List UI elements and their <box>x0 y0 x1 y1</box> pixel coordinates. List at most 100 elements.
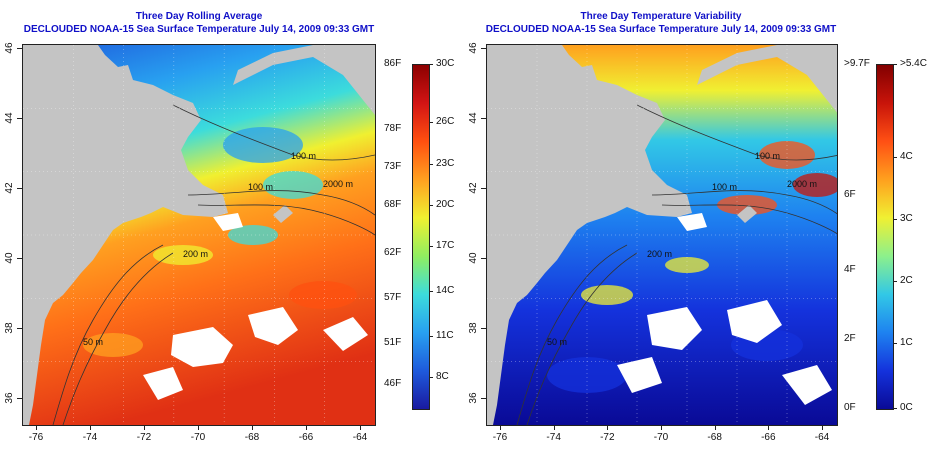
colorbar-c-tickmark <box>893 342 897 344</box>
left-lat-tickmark <box>17 188 22 189</box>
sst-anomaly-patch <box>263 171 323 199</box>
left-lat-tick: 44 <box>4 112 15 124</box>
right-lon-tickmark <box>661 425 662 430</box>
left-lon-tick: -76 <box>28 432 44 443</box>
left-lat-tick: 46 <box>4 42 15 54</box>
sst-variability-map-graphic: 100 m 2000 m 100 m 200 m 50 m <box>487 45 837 425</box>
colorbar-c-label: 8C <box>436 371 449 383</box>
contour-label: 100 m <box>291 151 316 161</box>
right-lon-tickmark <box>768 425 770 430</box>
colorbar-f-label: >9.7F <box>844 58 870 69</box>
contour-label: 2000 m <box>787 179 817 189</box>
colorbar-gradient <box>412 64 430 410</box>
left-lat-tick: 36 <box>4 392 15 404</box>
colorbar-gradient <box>876 64 894 410</box>
colorbar-c-label: 17C <box>436 240 455 252</box>
right-lat-tickmark <box>481 48 486 49</box>
right-lon-tickmark <box>822 425 823 430</box>
right-lon-tick: -76 <box>492 432 508 443</box>
left-lon-tickmark <box>306 425 307 430</box>
sst-anomaly-patch <box>547 357 627 393</box>
cloud-mask-area <box>248 307 298 345</box>
right-title-line2: DECLOUDED NOAA-15 Sea Surface Temperatur… <box>485 24 837 35</box>
cloud-mask-area <box>647 307 702 350</box>
right-lat-tick: 38 <box>468 322 479 334</box>
bathymetry-contour <box>62 252 174 425</box>
right-lon-tick: -66 <box>761 432 776 443</box>
bathymetry-contour <box>651 190 837 215</box>
colorbar-f-label: 86F <box>384 58 402 69</box>
contour-label: 100 m <box>712 182 737 192</box>
colorbar-c-tickmark <box>893 408 897 409</box>
left-lon-tick: -68 <box>244 432 260 443</box>
sst-variability-map[interactable]: 100 m 2000 m 100 m 200 m 50 m <box>486 44 838 426</box>
sst-average-map[interactable]: 100 m 2000 m 100 m 200 m 50 m <box>22 44 376 426</box>
left-title-line2: DECLOUDED NOAA-15 Sea Surface Temperatur… <box>23 24 375 35</box>
sst-anomaly-patch <box>83 333 143 357</box>
sst-anomaly-patch <box>717 195 777 215</box>
right-lon-tick: -72 <box>600 432 615 443</box>
sst-anomaly-patch <box>759 141 815 169</box>
colorbar-c-label: 20C <box>436 199 455 211</box>
colorbar-c-tickmark <box>893 218 897 220</box>
cloud-mask-area <box>171 327 233 367</box>
left-lat-tickmark <box>17 398 22 399</box>
bathymetry-contour <box>636 104 837 161</box>
colorbar-c-tickmark <box>429 64 433 65</box>
colorbar-f-label: 46F <box>384 377 402 389</box>
colorbar-c-tickmark <box>429 205 433 207</box>
left-title-line1: Three Day Rolling Average <box>135 11 263 22</box>
right-lon-tick: -74 <box>546 432 561 443</box>
colorbar-c-tickmark <box>429 335 433 337</box>
colorbar-f-label: 73F <box>384 161 402 173</box>
sst-anomaly-patch <box>793 173 837 197</box>
colorbar-c-label: 23C <box>436 157 455 169</box>
bathymetry-contour <box>172 104 375 161</box>
left-lon-tickmark <box>360 425 361 430</box>
right-lon-tickmark <box>714 425 716 430</box>
right-title-line1: Three Day Temperature Variability <box>580 11 742 22</box>
colorbar-c-tickmark <box>893 156 897 158</box>
left-lon-tickmark <box>252 425 253 430</box>
contour-label: 200 m <box>647 249 672 259</box>
left-lat-tick: 42 <box>4 182 15 194</box>
colorbar-c-label: 14C <box>436 285 455 297</box>
cape-cod <box>273 205 293 223</box>
bathymetry-contour <box>187 190 375 216</box>
colorbar-f-label: 2F <box>844 333 856 345</box>
contour-label: 200 m <box>183 249 208 259</box>
colorbar-c-label: 4C <box>900 150 913 162</box>
right-title: Three Day Temperature Variability DECLOU… <box>484 10 838 36</box>
colorbar-c-tickmark <box>893 280 897 282</box>
colorbar-c-label: >5.4C <box>900 58 927 69</box>
left-lat-tick: 40 <box>4 252 15 264</box>
colorbar-c-label: 11C <box>436 329 454 341</box>
contour-label: 50 m <box>547 337 567 347</box>
colorbar-f-label: 6F <box>844 188 856 200</box>
nova-scotia-land <box>697 45 837 113</box>
bathymetry-contour <box>197 204 375 236</box>
sst-anomaly-patch <box>228 225 278 245</box>
colorbar-c-label: 3C <box>900 212 913 224</box>
cloud-mask-area <box>213 213 243 231</box>
left-lon-tickmark <box>90 425 91 430</box>
cloud-mask-area <box>143 367 183 400</box>
colorbar-f-label: 78F <box>384 123 402 135</box>
right-lat-tickmark <box>481 188 486 189</box>
right-lon-tickmark <box>553 425 555 430</box>
cloud-mask-area <box>727 300 782 343</box>
left-lon-tick: -74 <box>82 432 98 443</box>
colorbar-c-label: 0C <box>900 402 913 413</box>
left-lat-tickmark <box>17 328 22 329</box>
colorbar-c-label: 2C <box>900 274 913 286</box>
right-lat-tickmark <box>481 328 486 329</box>
colorbar-f-label: 57F <box>384 291 402 303</box>
contour-label: 100 m <box>755 151 780 161</box>
contour-label: 50 m <box>83 337 103 347</box>
contour-label: 2000 m <box>323 179 353 189</box>
right-lon-tick: -64 <box>814 432 830 443</box>
colorbar-c-tickmark <box>429 122 433 124</box>
left-lon-tickmark <box>198 425 199 430</box>
left-lon-tickmark <box>144 425 145 430</box>
contour-label: 100 m <box>248 182 273 192</box>
